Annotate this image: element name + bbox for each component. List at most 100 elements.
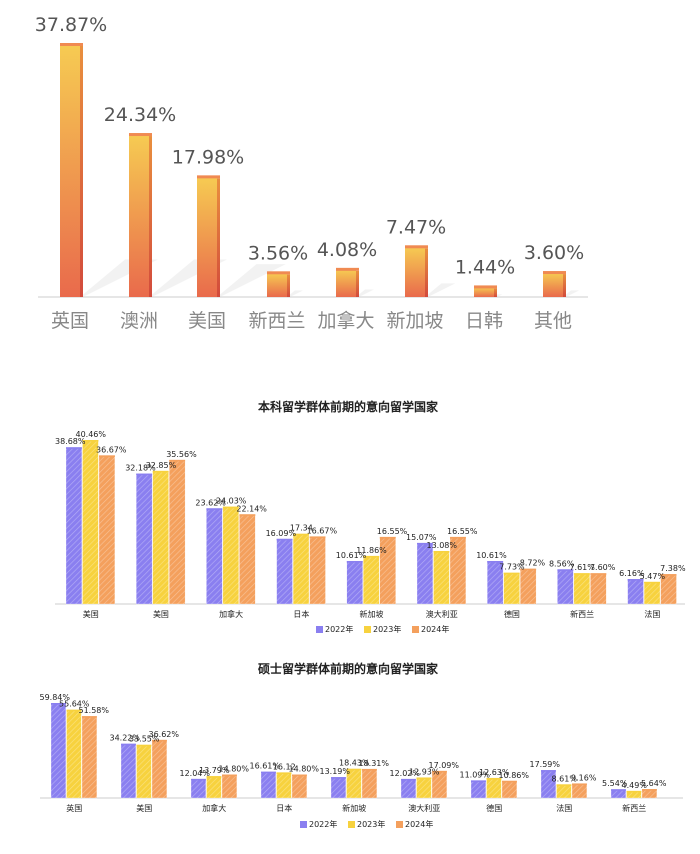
data-label: 36.62% [148,730,179,739]
data-label: 36.67% [96,445,127,454]
data-label: 5.54% [602,779,628,788]
bar-shadow [425,283,456,297]
bar [267,273,287,297]
legend-swatch [316,626,323,633]
data-label: 14.80% [218,765,249,774]
legend-label: 2022年 [325,624,353,634]
bar-2024年 [520,568,537,605]
legend-swatch [396,821,403,828]
bar-top [222,506,239,509]
bar-top [169,459,186,462]
bar-top [66,709,82,712]
bar-top [60,43,83,46]
bar-2022年 [50,702,67,799]
data-label: 16.55% [447,527,478,536]
bar-top [541,770,556,772]
category-label: 新加坡 [342,803,366,813]
bar [129,135,149,297]
bar-top [136,744,152,747]
category-label: 英国 [51,310,89,332]
bar-top [82,440,99,442]
bar-top [660,574,677,576]
data-label: 12.04% [179,769,210,778]
bar-top [416,777,432,780]
bar-2022年 [416,542,434,605]
data-label: 16.12 [273,762,296,771]
category-label: 新西兰 [622,803,646,813]
bar-2022年 [346,560,363,605]
bar-side [149,136,152,297]
bar-top [573,573,590,575]
bar-top [450,536,466,539]
category-label: 澳大利亚 [408,803,440,813]
bar-top [432,770,447,773]
data-label: 3.56% [248,242,308,264]
bar-top [611,789,626,791]
data-label: 11.86% [356,546,387,555]
bar-2022年 [190,778,207,799]
category-label: 加拿大 [219,609,243,619]
data-label: 4.49% [622,781,648,790]
bar-2024年 [239,514,256,605]
data-label: 17.59% [529,760,560,769]
bar-top [644,581,660,584]
bar [474,287,494,297]
data-label: 7.38% [660,564,686,573]
data-label: 24.03% [216,497,247,506]
data-label: 12.02% [389,769,420,778]
bar-top [51,703,66,705]
bar-top [276,538,293,541]
bar-top [556,784,572,786]
bar-2022年 [400,778,417,799]
data-label: 18.43% [339,759,370,768]
data-label: 16.67% [307,526,338,535]
bar-top [486,777,502,780]
bar-2022年 [120,743,137,799]
bar-2023年 [82,439,99,605]
data-label: 1.44% [455,256,515,278]
data-label: 8.72% [520,559,546,568]
legend-swatch [412,626,419,633]
bar-top [206,508,223,510]
bar-side [425,248,428,297]
chart-title: 本科留学群体前期的意向留学国家 [258,399,439,414]
bar-2022年 [136,473,153,605]
bar-top [417,542,433,545]
bar-2024年 [431,770,448,799]
bar [543,273,563,297]
bar-2023年 [222,506,239,605]
bar-2022年 [330,776,347,799]
data-label: 8.56% [549,559,575,568]
category-label: 美国 [188,310,226,332]
data-label: 4.08% [317,239,377,261]
category-label: 日韩 [465,310,503,332]
bar-2023年 [136,744,152,799]
bar-shadow [287,290,304,297]
bar-2023年 [276,772,292,799]
bar-top [627,579,644,581]
data-label: 16.61% [249,762,280,771]
category-label: 新西兰 [570,609,594,619]
bar-2023年 [66,709,82,799]
bar-top [642,789,657,791]
bar-top [474,285,497,289]
data-label: 14.80% [288,765,319,774]
data-label: 7.73% [499,563,525,572]
bar-top [267,271,290,275]
bar-top [276,772,292,775]
legend: 2022年 2023年 2024年 [300,819,433,829]
data-label: 17.34 [290,524,313,533]
data-label: 11.09% [459,770,490,779]
master-intended-country-chart: 硕士留学群体前期的意向留学国家 59.84%55.64%51.58% 34.22%… [39,661,683,829]
bar-top [401,778,416,781]
bar-side [80,46,83,297]
legend-label: 2023年 [357,819,385,829]
category-label: 德国 [504,609,520,619]
data-label: 12.93% [409,767,440,776]
bar-top [152,739,167,742]
bar-top [471,780,486,782]
data-label: 15.07% [406,533,437,542]
data-label: 55.64% [59,700,90,709]
bar-top [129,133,152,137]
category-label: 新加坡 [360,609,384,619]
